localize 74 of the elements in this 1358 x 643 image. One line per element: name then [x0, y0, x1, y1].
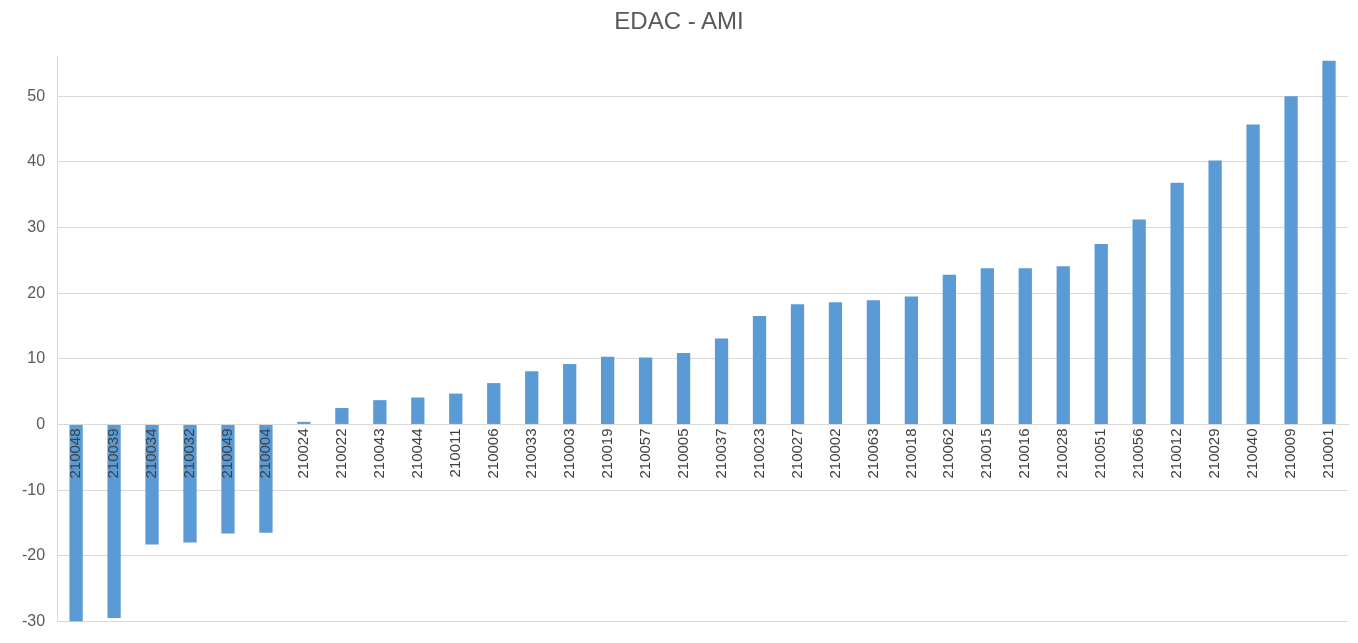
bar	[487, 383, 501, 424]
bar	[828, 302, 843, 424]
x-tick-label: 210004	[256, 428, 274, 479]
bar	[1322, 60, 1336, 424]
x-tick-label: 210049	[218, 428, 236, 479]
bar	[449, 393, 463, 424]
x-tick-label: 210001	[1319, 428, 1337, 479]
x-tick-label: 210027	[787, 428, 805, 479]
y-tick-label: 10	[27, 349, 46, 367]
bar	[563, 364, 577, 424]
y-tick-label: -10	[22, 480, 46, 498]
x-tick-label: 210056	[1129, 428, 1147, 479]
x-tick-label: 210015	[977, 428, 995, 479]
x-tick-label: 210051	[1091, 428, 1109, 479]
bar	[1018, 268, 1032, 424]
bar	[297, 421, 311, 424]
y-tick-label: -20	[22, 546, 46, 564]
x-tick-label: 210006	[483, 428, 501, 479]
bar	[601, 356, 615, 424]
bar	[373, 400, 387, 424]
x-tick-label: 210005	[673, 428, 691, 479]
x-tick-label: 210057	[635, 428, 653, 479]
bar	[1094, 243, 1108, 424]
bar	[107, 424, 121, 619]
bar	[866, 300, 881, 424]
x-tick-label: 210043	[369, 428, 387, 479]
bar	[525, 371, 539, 424]
x-tick-label: 210062	[939, 428, 957, 479]
chart-title: EDAC - AMI	[614, 7, 744, 35]
bar	[1246, 124, 1260, 424]
bar	[335, 408, 349, 424]
y-tick-label: 50	[27, 86, 46, 104]
x-tick-label: 210012	[1167, 428, 1185, 479]
bar	[1056, 266, 1070, 424]
y-tick-label: 20	[27, 283, 46, 301]
x-tick-label: 210063	[863, 428, 881, 479]
x-tick-label: 210022	[332, 428, 350, 479]
bar	[1284, 96, 1298, 424]
bar	[1170, 182, 1184, 424]
x-tick-label: 210037	[711, 428, 729, 479]
x-tick-label: 210032	[180, 428, 198, 479]
x-tick-label: 210033	[521, 428, 539, 479]
y-tick-label: -30	[22, 611, 46, 629]
x-tick-label: 210039	[104, 428, 122, 479]
x-tick-label: 210019	[597, 428, 615, 479]
bar	[752, 316, 767, 424]
bar	[676, 352, 691, 424]
x-tick-label: 210002	[825, 428, 843, 479]
bar	[790, 304, 805, 424]
x-tick-label: 210016	[1015, 428, 1033, 479]
x-tick-label: 210023	[749, 428, 767, 479]
bar	[942, 274, 956, 424]
x-tick-label: 210048	[66, 428, 84, 479]
x-tick-label: 210028	[1053, 428, 1071, 479]
x-tick-label: 210009	[1281, 428, 1299, 479]
y-tick-label: 30	[27, 217, 46, 235]
x-tick-label: 210018	[901, 428, 919, 479]
bar	[714, 338, 729, 424]
y-tick-label: 0	[36, 414, 46, 432]
bar	[638, 357, 653, 424]
x-tick-label: 210024	[294, 428, 312, 479]
bar	[1208, 160, 1222, 424]
x-tick-label: 210011	[445, 428, 463, 478]
x-tick-label: 210003	[559, 428, 577, 479]
x-tick-label: 210029	[1205, 428, 1223, 479]
bar	[904, 296, 919, 424]
bar	[1132, 219, 1146, 424]
bar	[980, 268, 994, 424]
x-tick-label: 210040	[1243, 428, 1261, 479]
x-tick-label: 210034	[142, 428, 160, 479]
x-tick-label: 210044	[407, 428, 425, 479]
bar	[411, 397, 425, 424]
bar	[69, 424, 83, 622]
y-tick-label: 40	[27, 152, 46, 170]
